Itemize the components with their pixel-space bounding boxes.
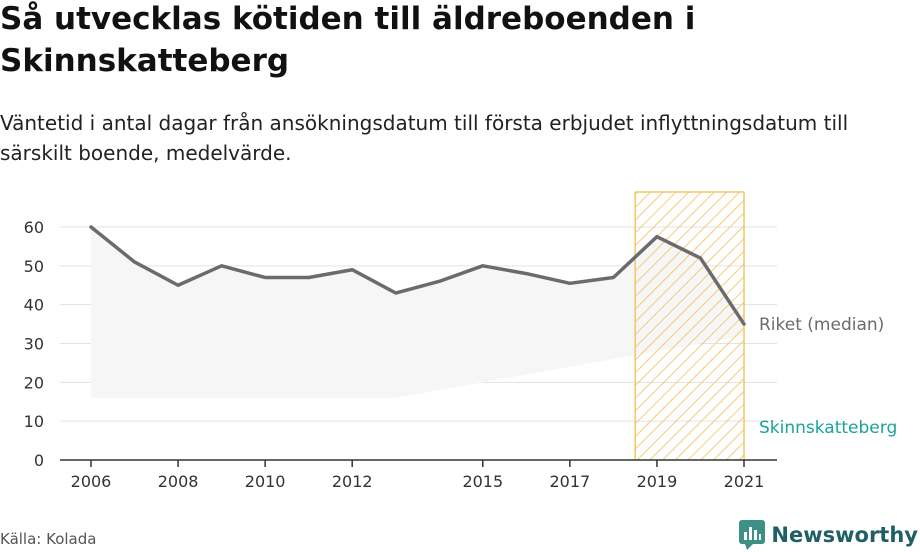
brand-name: Newsworthy bbox=[771, 523, 918, 547]
newsworthy-logo-icon bbox=[739, 520, 766, 550]
axes: 0 10 20 30 40 50 60 2006 2008 2010 2012 2015 2017 201… bbox=[24, 218, 777, 491]
x-tick-label-2015: 2015 bbox=[462, 472, 503, 491]
y-tick-label-60: 60 bbox=[24, 218, 44, 237]
range-band bbox=[91, 227, 744, 398]
range-band-area bbox=[91, 227, 744, 398]
series-labels: Riket (median) Skinnskatteberg bbox=[759, 315, 897, 438]
source-note: Källa: Kolada bbox=[0, 530, 97, 548]
y-tick-label-50: 50 bbox=[24, 257, 44, 276]
highlight-range bbox=[634, 191, 745, 460]
x-tick-label-2021: 2021 bbox=[724, 472, 765, 491]
y-tick-label-0: 0 bbox=[34, 451, 44, 470]
x-tick-label-2019: 2019 bbox=[637, 472, 678, 491]
x-tick-label-2010: 2010 bbox=[245, 472, 286, 491]
series-lines bbox=[89, 225, 746, 326]
x-tick-label-2012: 2012 bbox=[332, 472, 373, 491]
series-line-0 bbox=[89, 225, 746, 326]
highlight-hatch bbox=[635, 192, 744, 460]
x-tick-label-2008: 2008 bbox=[158, 472, 199, 491]
x-tick-label-2017: 2017 bbox=[550, 472, 591, 491]
y-tick-label-40: 40 bbox=[24, 296, 44, 315]
x-tick-label-2006: 2006 bbox=[71, 472, 112, 491]
y-tick-label-20: 20 bbox=[24, 373, 44, 392]
chart-title: Så utvecklas kötiden till äldreboenden i… bbox=[0, 1, 696, 79]
line-chart: 0 10 20 30 40 50 60 2006 2008 2010 2012 2015 2017 201… bbox=[24, 191, 897, 491]
y-tick-label-30: 30 bbox=[24, 335, 44, 354]
y-tick-label-10: 10 bbox=[24, 412, 44, 431]
series-label-skinnskatteberg: Skinnskatteberg bbox=[759, 418, 897, 438]
series-label-riket: Riket (median) bbox=[759, 315, 884, 335]
brand-logo: Newsworthy bbox=[739, 520, 918, 550]
chart-subtitle: Väntetid i antal dagar från ansökningsda… bbox=[0, 111, 849, 165]
